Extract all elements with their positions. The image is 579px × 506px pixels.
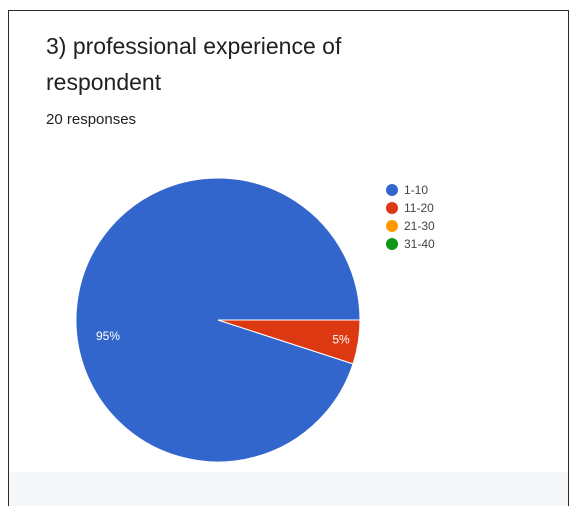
pie-slices — [75, 177, 361, 463]
card-footer — [9, 472, 568, 506]
legend-label-11-20: 11-20 — [404, 201, 434, 215]
legend-item-11-20: 11-20 — [386, 201, 434, 215]
legend-label-1-10: 1-10 — [404, 183, 428, 197]
pie-labels: 95% 5% — [96, 329, 350, 346]
legend-label-31-40: 31-40 — [404, 237, 435, 251]
legend-swatch-21-30 — [386, 220, 398, 232]
legend-swatch-31-40 — [386, 238, 398, 250]
response-count: 20 responses — [46, 111, 137, 128]
legend-item-31-40: 31-40 — [386, 237, 435, 251]
slice-label-11-20: 5% — [332, 332, 350, 346]
slice-label-1-10: 95% — [96, 329, 120, 343]
legend-item-1-10: 1-10 — [386, 183, 428, 197]
legend: 1-10 11-20 21-30 31-40 — [386, 183, 435, 251]
chart-title: 3) professional experience of respondent — [46, 33, 342, 95]
legend-swatch-11-20 — [386, 202, 398, 214]
legend-label-21-30: 21-30 — [404, 219, 435, 233]
legend-item-21-30: 21-30 — [386, 219, 435, 233]
legend-swatch-1-10 — [386, 184, 398, 196]
pie-slice-11-20 — [217, 319, 361, 365]
